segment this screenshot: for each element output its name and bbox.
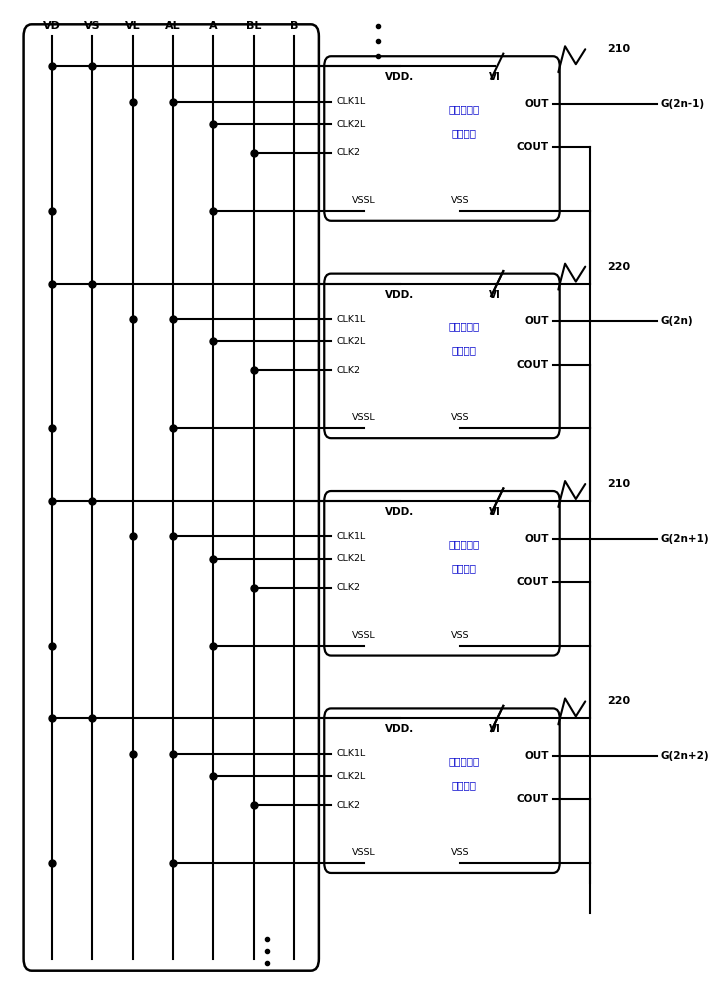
Text: CLK2: CLK2	[337, 583, 360, 592]
Text: 驱动单元: 驱动单元	[451, 563, 477, 573]
Text: 奇数级栅极: 奇数级栅极	[448, 539, 480, 549]
Text: 210: 210	[607, 479, 630, 489]
Text: VI: VI	[489, 290, 501, 300]
Text: OUT: OUT	[525, 751, 549, 761]
Text: VD: VD	[43, 21, 61, 31]
FancyBboxPatch shape	[324, 708, 560, 873]
FancyBboxPatch shape	[324, 274, 560, 438]
Text: 偶数级栅极: 偶数级栅极	[448, 322, 480, 332]
Text: AL: AL	[165, 21, 180, 31]
Text: A: A	[209, 21, 217, 31]
Text: CLK1L: CLK1L	[337, 315, 366, 324]
Text: CLK1L: CLK1L	[337, 749, 366, 758]
Text: VS: VS	[84, 21, 101, 31]
Text: CLK1L: CLK1L	[337, 532, 366, 541]
Text: CLK2L: CLK2L	[337, 554, 366, 563]
Text: CLK2L: CLK2L	[337, 772, 366, 781]
Text: VSS: VSS	[451, 196, 469, 205]
Text: VDD.: VDD.	[385, 507, 414, 517]
Text: 奇数级栅极: 奇数级栅极	[448, 104, 480, 114]
Text: VI: VI	[489, 72, 501, 82]
Text: 210: 210	[607, 44, 630, 54]
Text: VI: VI	[489, 724, 501, 734]
Text: COUT: COUT	[517, 577, 549, 587]
FancyBboxPatch shape	[24, 24, 319, 971]
Text: 驱动单元: 驱动单元	[451, 128, 477, 138]
Text: VDD.: VDD.	[385, 724, 414, 734]
Text: VSSL: VSSL	[352, 631, 376, 640]
Text: CLK2: CLK2	[337, 366, 360, 375]
Text: G(2n+1): G(2n+1)	[660, 534, 709, 544]
Text: G(2n-1): G(2n-1)	[660, 99, 704, 109]
Text: CLK2L: CLK2L	[337, 337, 366, 346]
Text: COUT: COUT	[517, 360, 549, 370]
Text: CLK2: CLK2	[337, 148, 360, 157]
Text: COUT: COUT	[517, 142, 549, 152]
Text: CLK1L: CLK1L	[337, 97, 366, 106]
Text: VDD.: VDD.	[385, 72, 414, 82]
Text: VSSL: VSSL	[352, 848, 376, 857]
Text: 220: 220	[607, 696, 630, 706]
Text: G(2n): G(2n)	[660, 316, 693, 326]
Text: VSS: VSS	[451, 631, 469, 640]
Text: OUT: OUT	[525, 316, 549, 326]
FancyBboxPatch shape	[324, 56, 560, 221]
Text: VL: VL	[125, 21, 140, 31]
Text: BL: BL	[246, 21, 262, 31]
Text: 偶数级栅极: 偶数级栅极	[448, 756, 480, 766]
FancyBboxPatch shape	[324, 491, 560, 656]
Text: VDD.: VDD.	[385, 290, 414, 300]
Text: VSS: VSS	[451, 413, 469, 422]
Text: OUT: OUT	[525, 99, 549, 109]
Text: B: B	[289, 21, 298, 31]
Text: VI: VI	[489, 507, 501, 517]
Text: CLK2L: CLK2L	[337, 120, 366, 129]
Text: OUT: OUT	[525, 534, 549, 544]
Text: COUT: COUT	[517, 794, 549, 804]
Text: CLK2: CLK2	[337, 801, 360, 810]
Text: VSSL: VSSL	[352, 196, 376, 205]
Text: 220: 220	[607, 262, 630, 272]
Text: VSS: VSS	[451, 848, 469, 857]
Text: VSSL: VSSL	[352, 413, 376, 422]
Text: G(2n+2): G(2n+2)	[660, 751, 709, 761]
Text: 驱动单元: 驱动单元	[451, 346, 477, 356]
Text: 驱动单元: 驱动单元	[451, 780, 477, 790]
